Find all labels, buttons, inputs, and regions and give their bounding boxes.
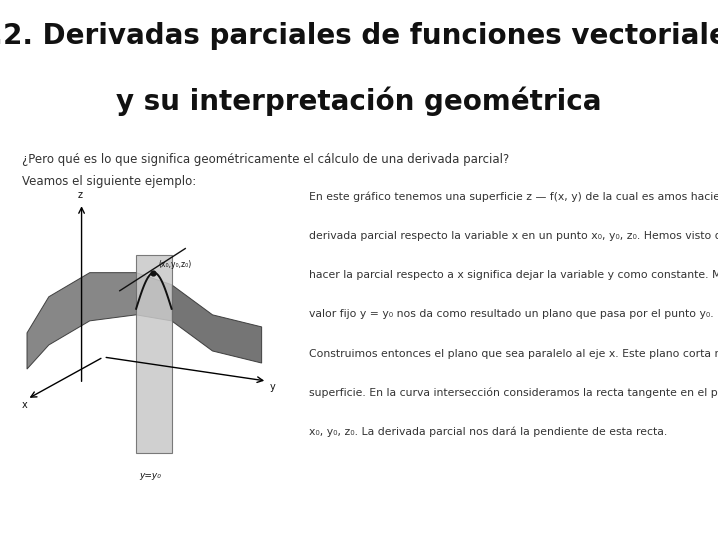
Text: Construimos entonces el plano que sea paralelo al eje x. Este plano corta nuestr: Construimos entonces el plano que sea pa…	[309, 349, 718, 358]
Text: superficie. En la curva intersección consideramos la recta tangente en el punto: superficie. En la curva intersección con…	[309, 388, 718, 398]
Text: 3.2. Derivadas parciales de funciones vectoriales: 3.2. Derivadas parciales de funciones ve…	[0, 22, 718, 49]
Text: x: x	[22, 400, 27, 410]
Text: (x₀,y₀,z₀): (x₀,y₀,z₀)	[158, 260, 191, 268]
Text: derivada parcial respecto la variable x en un punto x₀, y₀, z₀. Hemos visto que: derivada parcial respecto la variable x …	[309, 231, 718, 241]
Polygon shape	[27, 273, 172, 369]
Text: y: y	[270, 382, 276, 392]
Text: y su interpretación geométrica: y su interpretación geométrica	[116, 86, 602, 116]
Text: Veamos el siguiente ejemplo:: Veamos el siguiente ejemplo:	[22, 175, 196, 188]
Polygon shape	[136, 254, 172, 454]
Text: valor fijo y = y₀ nos da como resultado un plano que pasa por el punto y₀.: valor fijo y = y₀ nos da como resultado …	[309, 309, 714, 319]
Text: x₀, y₀, z₀. La derivada parcial nos dará la pendiente de esta recta.: x₀, y₀, z₀. La derivada parcial nos dará…	[309, 427, 667, 437]
Text: z: z	[78, 190, 83, 200]
Polygon shape	[172, 285, 261, 363]
Text: En este gráfico tenemos una superficie z — f(x, y) de la cual es amos haciendo l: En este gráfico tenemos una superficie z…	[309, 192, 718, 202]
Text: hacer la parcial respecto a x significa dejar la variable y como constante. Mant: hacer la parcial respecto a x significa …	[309, 270, 718, 280]
Text: y=y₀: y=y₀	[139, 471, 161, 479]
Text: ¿Pero qué es lo que significa geométricamente el cálculo de una derivada parcial: ¿Pero qué es lo que significa geométrica…	[22, 153, 509, 166]
